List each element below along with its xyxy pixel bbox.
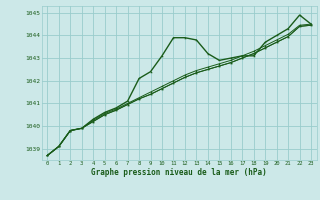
X-axis label: Graphe pression niveau de la mer (hPa): Graphe pression niveau de la mer (hPa) (91, 168, 267, 177)
